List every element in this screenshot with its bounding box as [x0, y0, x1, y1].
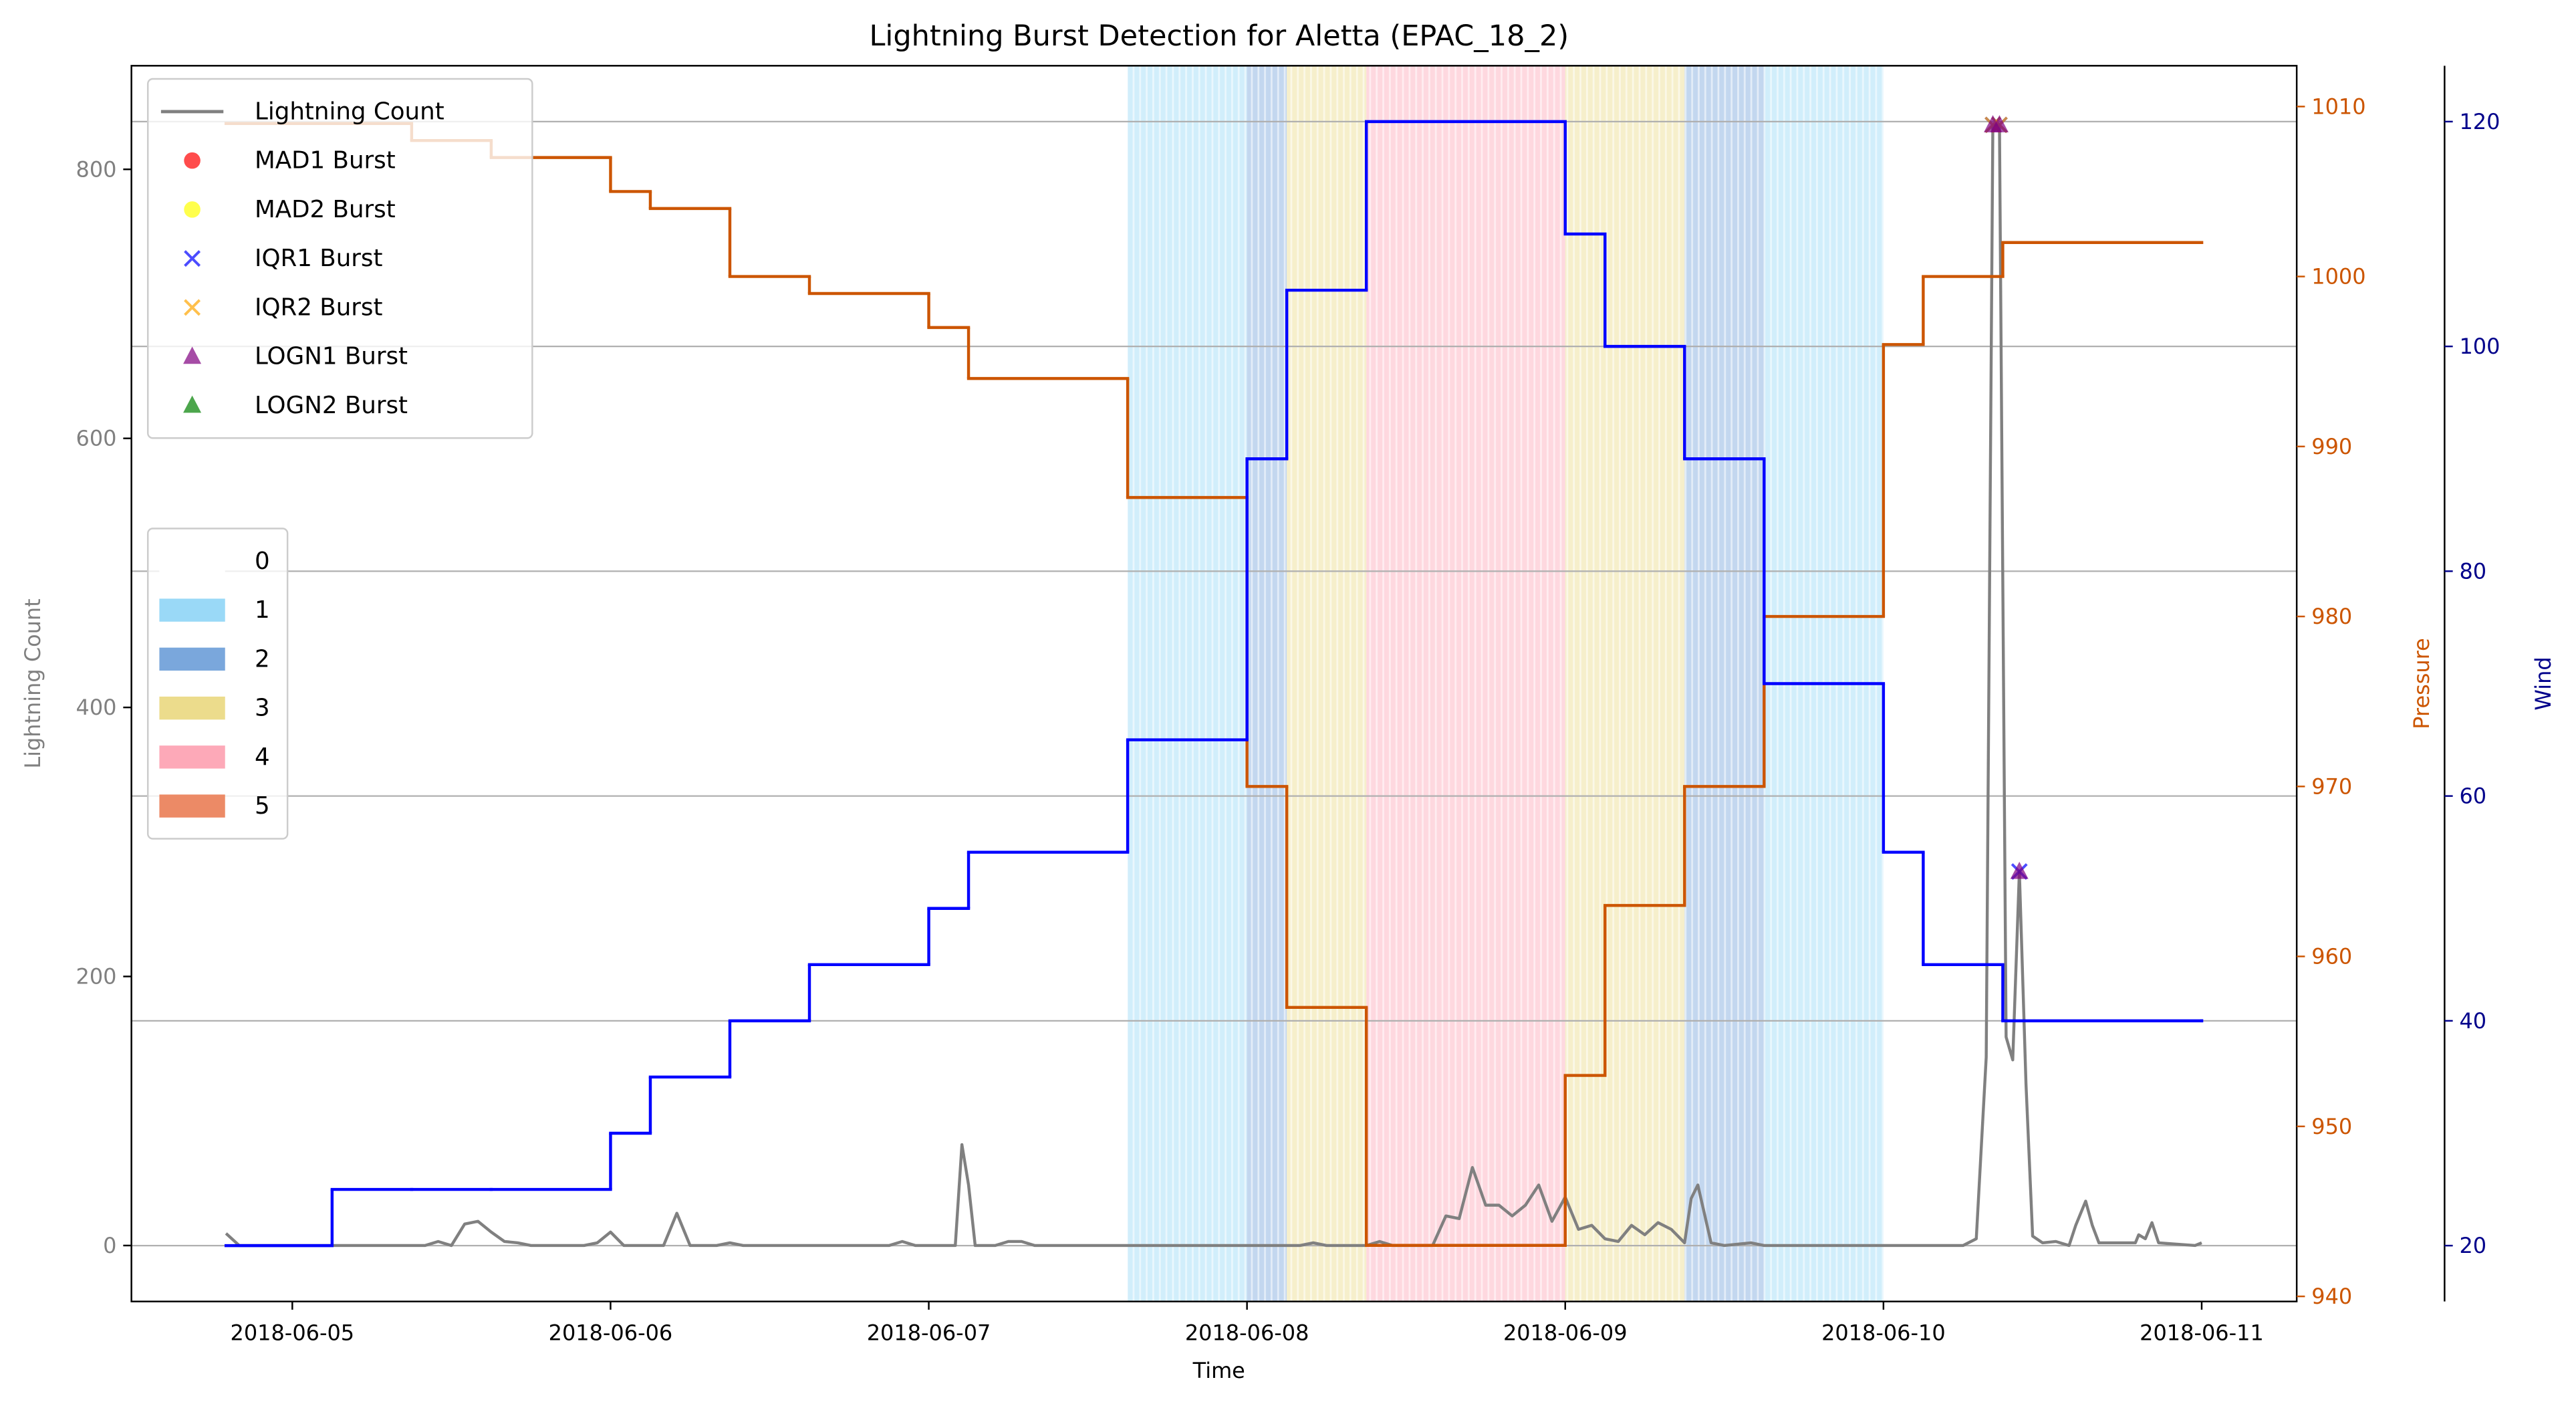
y-axis-label: Lightning Count [20, 598, 45, 768]
legend-label: IQR1 Burst [255, 245, 383, 272]
y-tick-label: 600 [76, 426, 117, 451]
category-legend-label: 3 [255, 695, 270, 722]
y-tick-label: 800 [76, 156, 117, 182]
legend-marker [184, 250, 201, 267]
category-legend-patch [159, 696, 225, 720]
category-legend-patch [159, 745, 225, 769]
band-stripes [1565, 66, 1685, 1302]
category-legend-patch [159, 647, 225, 671]
plot-area [131, 66, 2297, 1302]
burst-marker [2010, 861, 2029, 879]
y3-tick-label: 100 [2459, 334, 2500, 359]
x-axis-label: Time [1192, 1358, 1245, 1383]
legend-marker [184, 299, 201, 316]
y2-tick-label: 960 [2311, 944, 2352, 969]
plot-frame [130, 65, 2298, 1302]
legend-label: LOGN1 Burst [255, 343, 408, 370]
y3-tick-label: 40 [2459, 1008, 2486, 1034]
y-tick-label: 0 [103, 1233, 116, 1258]
series-line [225, 123, 2202, 1248]
y2-tick-label: 1000 [2311, 264, 2365, 289]
x-tick-label: 2018-06-06 [549, 1320, 673, 1345]
y-tick-label: 400 [76, 695, 117, 720]
band-stripes [1684, 66, 1765, 1302]
category-legend-patch [159, 550, 225, 573]
x-tick-label: 2018-06-11 [2140, 1320, 2264, 1345]
legend-label: MAD2 Burst [255, 196, 396, 223]
y3-tick-label: 20 [2459, 1233, 2486, 1258]
band-stripes [1287, 66, 1367, 1302]
x-tick-label: 2018-06-05 [231, 1320, 355, 1345]
category-legend-label: 5 [255, 792, 270, 820]
y2-tick-label: 990 [2311, 434, 2352, 459]
y3-tick-label: 80 [2459, 558, 2486, 584]
y-tick-label: 200 [76, 964, 117, 989]
legend-marker [183, 395, 202, 413]
y2-tick-label: 980 [2311, 604, 2352, 629]
legend-label: LOGN2 Burst [255, 392, 408, 419]
legend-label: Lightning Count [255, 98, 444, 125]
x-tick-label: 2018-06-08 [1185, 1320, 1309, 1345]
band-stripes [1366, 66, 1565, 1302]
y2-tick-label: 1010 [2311, 94, 2365, 119]
legend-marker [184, 201, 201, 218]
burst-marker [1990, 115, 2009, 132]
y2-tick-label: 970 [2311, 774, 2352, 799]
category-legend-label: 2 [255, 645, 270, 673]
category-legend-label: 4 [255, 743, 270, 771]
legend-label: IQR2 Burst [255, 294, 383, 321]
category-legend-patch [159, 794, 225, 818]
x-tick-label: 2018-06-09 [1503, 1320, 1628, 1345]
category-legend-patch [159, 598, 225, 622]
x-tick-label: 2018-06-07 [867, 1320, 991, 1345]
y3-axis-label: Wind [2531, 657, 2556, 710]
legend-marker [183, 346, 202, 364]
legend-marker [184, 152, 201, 169]
y2-axis-label: Pressure [2409, 638, 2434, 729]
y2-tick-label: 950 [2311, 1114, 2352, 1139]
band-stripes [1128, 66, 1247, 1302]
chart-title: Lightning Burst Detection for Aletta (EP… [869, 19, 1569, 53]
band-stripes [1247, 66, 1287, 1302]
y2-tick-label: 940 [2311, 1284, 2352, 1309]
y3-tick-label: 60 [2459, 784, 2486, 809]
legend-label: MAD1 Burst [255, 147, 396, 174]
x-tick-label: 2018-06-10 [1821, 1320, 1946, 1345]
y3-tick-label: 120 [2459, 109, 2500, 134]
legend-box [146, 78, 533, 439]
category-legend-label: 1 [255, 596, 270, 624]
category-legend-label: 0 [255, 548, 270, 575]
